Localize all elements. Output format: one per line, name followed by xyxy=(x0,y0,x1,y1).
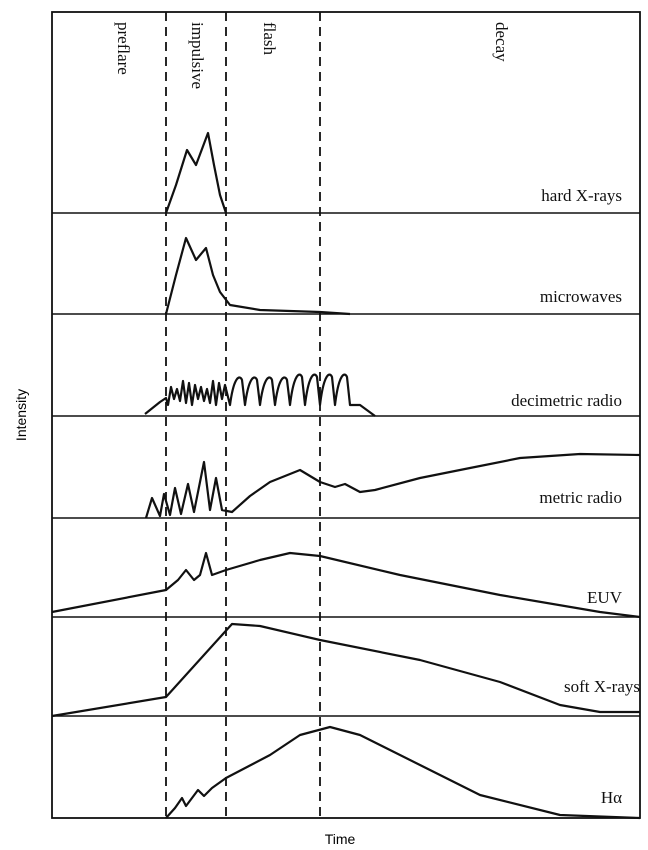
frame xyxy=(51,11,641,819)
phase-label: decay xyxy=(492,22,511,62)
panel-label: metric radio xyxy=(539,488,622,507)
panel-labels: hard X-rays microwaves decimetric radio met… xyxy=(511,186,640,807)
phase-label: impulsive xyxy=(188,22,207,89)
hard-xray-curve xyxy=(164,131,228,214)
y-axis-label: Intensity xyxy=(13,389,29,441)
euv-curve xyxy=(51,551,641,619)
panel-separators xyxy=(52,212,640,717)
metric-curve xyxy=(144,452,641,519)
panel-label: Hα xyxy=(601,788,622,807)
halpha-curve xyxy=(165,725,641,820)
panel-label: soft X-rays xyxy=(564,677,640,696)
phase-label: preflare xyxy=(114,22,133,75)
microwave-curve xyxy=(164,236,351,316)
panel-label: EUV xyxy=(587,588,623,607)
panel-label: decimetric radio xyxy=(511,391,622,410)
panel-label: hard X-rays xyxy=(541,186,622,205)
x-axis-label: Time xyxy=(325,831,356,847)
phase-boundaries xyxy=(165,12,321,818)
phase-labels: preflare impulsive flash decay xyxy=(114,22,511,89)
phase-label: flash xyxy=(260,22,279,56)
soft-xray-curve xyxy=(51,622,640,718)
decimetric-curve xyxy=(144,373,376,417)
panel-label: microwaves xyxy=(540,287,622,306)
curves xyxy=(51,131,641,820)
